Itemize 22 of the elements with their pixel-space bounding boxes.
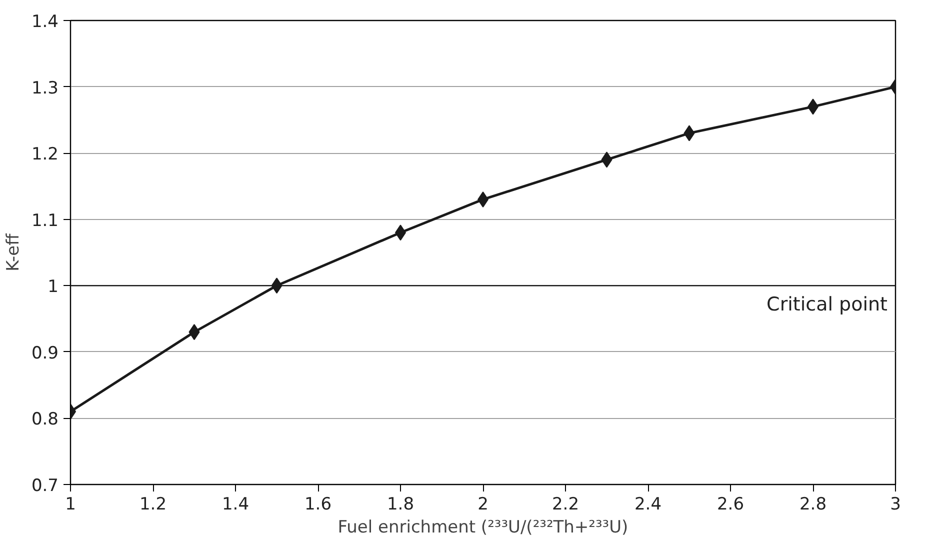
x-tick-label: 2.2 [552, 494, 580, 514]
x-tick-label: 1.4 [222, 494, 250, 514]
ref-line-label: Critical point [766, 294, 888, 316]
y-tick-label: 0.9 [31, 343, 59, 364]
x-tick-label: 2 [478, 494, 488, 514]
y-tick-label: 0.7 [31, 476, 59, 496]
y-axis-title: K-eff [3, 232, 24, 272]
x-tick-label: 2.4 [634, 494, 662, 514]
y-tick-label: 1.1 [31, 210, 59, 231]
y-tick-label: 1 [48, 277, 59, 298]
x-tick-label: 1.8 [386, 494, 414, 514]
x-tick-label: 3 [890, 494, 901, 514]
x-tick-label: 1.2 [139, 494, 167, 514]
y-tick-label: 1.4 [31, 12, 59, 32]
y-tick-label: 1.3 [31, 78, 59, 98]
y-tick-label: 1.2 [31, 144, 59, 165]
x-tick-label: 2.6 [716, 494, 744, 514]
x-tick-label: 2.8 [799, 494, 827, 514]
x-axis-title: Fuel enrichment (²³³U/(²³²Th+²³³U) [338, 518, 628, 538]
x-tick-label: 1 [65, 494, 76, 514]
y-tick-label: 0.8 [31, 410, 59, 430]
x-tick-label: 1.6 [304, 494, 332, 514]
